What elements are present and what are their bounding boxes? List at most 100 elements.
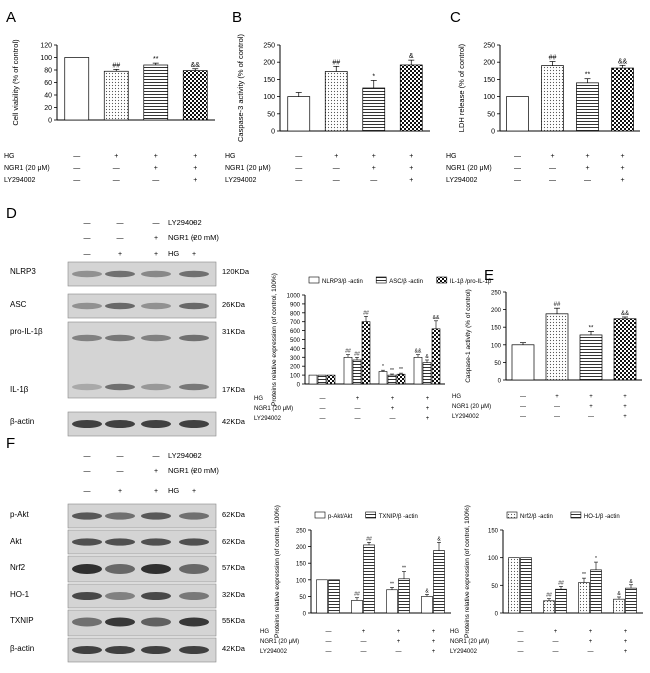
blot-band-size: 32KDa [222, 590, 246, 599]
bar [326, 374, 336, 385]
treatment-row-label: LY294002 [446, 177, 478, 184]
bar [508, 557, 520, 614]
y-tick-label: 250 [263, 43, 275, 50]
blot-treatment-label: NGR1 (20 mM) [168, 233, 219, 242]
significance-label: ** [399, 367, 403, 373]
bar [324, 71, 348, 132]
treatment-mark: — [554, 414, 560, 420]
blot-band [105, 302, 135, 310]
legend-label: HO-1/β -actin [584, 514, 620, 520]
y-tick-label: 700 [290, 320, 301, 326]
treatment-mark: + [334, 153, 338, 160]
blot-band-size: 17KDa [222, 385, 246, 394]
significance-label: * [595, 556, 597, 562]
blot-treatment-mark: + [192, 468, 196, 475]
treatment-mark: + [623, 404, 627, 410]
treatment-mark: + [362, 629, 366, 635]
treatment-mark: + [426, 416, 430, 422]
y-axis-label: Caspase-3 activity (% of control) [236, 34, 245, 142]
blot-band-size: 26KDa [222, 300, 246, 309]
treatment-mark: — [73, 165, 80, 172]
significance-label: ## [354, 351, 360, 357]
treatment-mark: + [620, 177, 624, 184]
significance-label: ** [589, 325, 594, 331]
chart-F1: 0 50 100 150 200 250 Proteins relative express… [260, 505, 451, 655]
significance-label: ** [582, 572, 586, 578]
bar [362, 87, 386, 132]
blot-band [179, 420, 209, 428]
treatment-row-label: NGR1 (20 μM) [225, 165, 271, 172]
treatment-mark: — [355, 406, 361, 412]
chart-B: 0 50 100 150 200 250 Caspase-3 activity (% of … [225, 34, 430, 184]
blot-treatment-mark: + [118, 488, 122, 495]
blot-treatment-mark: — [117, 220, 124, 227]
significance-label: & [617, 591, 621, 597]
blot-band-size: 62KDa [222, 510, 246, 519]
treatment-mark: — [73, 177, 80, 184]
y-tick-label: 0 [271, 129, 275, 136]
treatment-mark: + [585, 165, 589, 172]
bar [511, 344, 535, 381]
bar [545, 313, 569, 381]
treatment-row-label: HG [225, 153, 236, 160]
treatment-row-label: LY294002 [225, 177, 257, 184]
blot-band [179, 646, 209, 654]
chart-C: 0 50 100 150 200 250 LDH release (% of control… [446, 43, 640, 184]
blot-band [141, 646, 171, 654]
significance-label: & [425, 354, 429, 360]
significance-label: & [425, 588, 429, 594]
treatment-mark: — [520, 414, 526, 420]
blot-band [72, 512, 102, 520]
blot-treatment-mark: — [84, 453, 91, 460]
treatment-row-label: NGR1 (20 μM) [260, 639, 299, 645]
treatment-mark: + [154, 165, 158, 172]
treatment-mark: + [391, 396, 395, 402]
bar [625, 587, 637, 614]
blot-band [179, 334, 209, 342]
significance-label: ** [585, 72, 591, 79]
y-tick-label: 120 [40, 43, 52, 50]
bar [361, 321, 371, 385]
treatment-mark: + [193, 165, 197, 172]
blot-band [141, 302, 171, 310]
treatment-mark: + [356, 396, 360, 402]
treatment-row-label: HG [254, 396, 263, 402]
blot-band-size: 31KDa [222, 327, 246, 336]
blot-treatment-label: HG [168, 249, 179, 258]
y-tick-label: 400 [290, 347, 301, 353]
treatment-mark: + [432, 629, 436, 635]
panel-label-f: F [6, 435, 15, 452]
blot-band [105, 334, 135, 342]
legend-swatch [308, 276, 320, 284]
y-tick-label: 200 [296, 545, 307, 551]
blot-band [105, 538, 135, 546]
treatment-mark: — [295, 177, 302, 184]
treatment-mark: + [372, 153, 376, 160]
y-axis-label: Proteins relative expression (of control… [274, 505, 281, 638]
significance-label: && [191, 62, 201, 69]
treatment-mark: + [589, 629, 593, 635]
blot-treatment-mark: + [154, 251, 158, 258]
legend-swatch [314, 511, 326, 519]
treatment-mark: — [333, 177, 340, 184]
treatment-row-label: LY294002 [4, 177, 36, 184]
y-tick-label: 200 [290, 365, 301, 371]
significance-label: ** [402, 566, 406, 572]
treatment-mark: + [397, 629, 401, 635]
treatment-mark: — [295, 153, 302, 160]
y-tick-label: 0 [491, 129, 495, 136]
bar [543, 600, 555, 614]
blot-treatment-mark: + [192, 488, 196, 495]
blot-band [72, 617, 102, 627]
legend-label: TXNIP/β -actin [379, 514, 418, 520]
blot-band-name: Akt [10, 537, 22, 546]
significance-label: ## [554, 302, 561, 308]
y-axis-label: Caspase-1 activity (% of control) [465, 289, 472, 383]
treatment-mark: — [326, 629, 332, 635]
y-tick-label: 100 [290, 374, 301, 380]
treatment-mark: — [320, 396, 326, 402]
treatment-mark: — [113, 177, 120, 184]
blot-treatment-mark: + [192, 220, 196, 227]
blot-treatment-label: NGR1 (20 mM) [168, 466, 219, 475]
